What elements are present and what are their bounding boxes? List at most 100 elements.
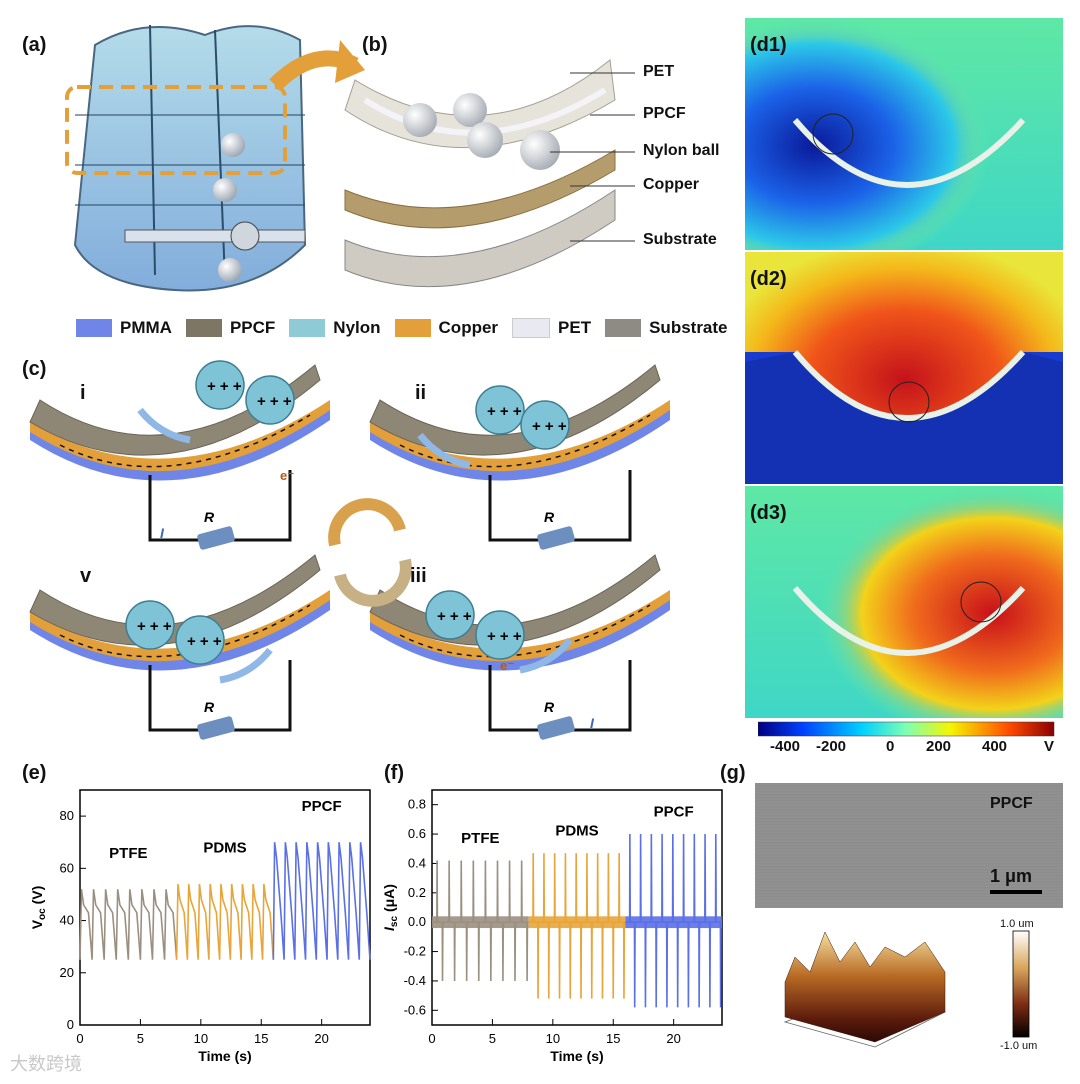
charge-line: [59, 604, 311, 658]
panel-label-b: (b): [362, 34, 388, 56]
legend-swatch-substrate: [605, 319, 642, 337]
resistor-label: R: [544, 699, 555, 715]
legend-label-ppcf: PPCF: [229, 318, 276, 337]
stage-label-ii: ii: [415, 382, 427, 404]
y-tick-label: -0.2: [404, 944, 426, 959]
series-label: PTFE: [109, 845, 147, 862]
device-illustration: [65, 24, 365, 292]
panel-label-c: (c): [22, 358, 47, 380]
cycle-arrow: [334, 558, 412, 607]
plot-frame: [431, 789, 723, 1026]
colorbar-tick-2: -200: [816, 738, 847, 755]
charge-line: [59, 414, 311, 468]
colorbar-tick-5: 400: [982, 738, 1008, 755]
mechanism-stage: R + + + + + +: [369, 364, 670, 550]
panel-label-d2: (d2): [750, 268, 787, 290]
ppcf-layer: [29, 364, 321, 456]
resistor: [537, 526, 575, 550]
callout-nylon-ball: Nylon ball: [643, 142, 720, 159]
chart-isc: 0 5 10 15 20 -0.6 -0.4 -0.2 0.0 0.2 0.4 0.6 0.8 Time …: [381, 789, 723, 1064]
current-label: I: [160, 525, 165, 541]
stage-label-v: v: [80, 565, 92, 587]
legend-swatch-copper: [394, 319, 431, 337]
x-tick-label: 20: [314, 1031, 328, 1046]
positive-charges: + + +: [487, 403, 522, 420]
nylon-ball: [125, 600, 175, 650]
series-label: PPCF: [302, 798, 342, 815]
legend-swatch-pet: [512, 318, 551, 338]
afm-colorbar-bottom: -1.0 um: [1000, 1040, 1038, 1052]
charge-line: [399, 604, 651, 658]
x-axis-label: Time (s): [198, 1048, 251, 1064]
y-tick-label: -0.6: [404, 1002, 426, 1017]
copper-layer: [370, 590, 670, 662]
nylon-ball: [425, 590, 475, 640]
series-label: PTFE: [461, 830, 499, 847]
mechanism-stage: R + + + + + + e⁻ I: [29, 360, 330, 550]
nylon-ball: [195, 360, 245, 410]
x-tick-label: 5: [489, 1031, 496, 1046]
material-legend: PMMA PPCF Nylon Copper PET Substrate: [70, 318, 728, 338]
current-label: I: [590, 715, 595, 731]
plot-frame: [79, 789, 371, 1026]
x-tick-label: 5: [137, 1031, 144, 1046]
charge-line: [399, 414, 651, 468]
positive-charges: + + +: [207, 378, 242, 395]
chart-voc: 0 5 10 15 20 0 20 40 60 80 Time (s) Voc (V) PTFE PDMS…: [29, 789, 371, 1064]
series-label: PDMS: [555, 823, 598, 840]
colorbar-unit: V: [1044, 738, 1055, 755]
series-line: [528, 853, 626, 999]
x-tick-label: 15: [606, 1031, 620, 1046]
panel-label-e: (e): [22, 762, 47, 784]
working-mechanism-diagram: R + + + + + + e⁻ I R + + + + + + R + + + + + + R + +…: [29, 360, 670, 740]
nylon-ball: [475, 610, 525, 660]
series-line: [625, 834, 722, 1008]
copper-layer: [30, 590, 330, 662]
nylon-ball: [520, 400, 570, 450]
series-line: [272, 842, 371, 960]
motion-arrow: [137, 407, 191, 444]
legend-label-copper: Copper: [438, 318, 499, 337]
stage-label-iii: iii: [410, 565, 427, 587]
x-tick-label: 0: [428, 1031, 435, 1046]
panel-label-a: (a): [22, 34, 47, 56]
callout-pet: PET: [643, 63, 675, 80]
potential-maps: [745, 18, 1063, 718]
afm-3d-map: [783, 931, 947, 1048]
resistor: [197, 526, 235, 550]
resistor: [197, 716, 235, 740]
legend-label-nylon: Nylon: [333, 318, 381, 337]
sem-material-label: PPCF: [990, 795, 1033, 812]
ppcf-layer: [29, 554, 321, 646]
y-axis-label: Voc (V): [29, 886, 48, 930]
legend-swatch-ppcf: [185, 319, 222, 337]
y-tick-label: 0.8: [408, 797, 426, 812]
positive-charges: + + +: [532, 418, 567, 435]
x-tick-label: 0: [76, 1031, 83, 1046]
colorbar-tick-3: 0: [886, 738, 895, 755]
positive-charges: + + +: [187, 633, 222, 650]
y-axis-label: Isc (μA): [381, 884, 400, 931]
callout-copper: Copper: [643, 176, 699, 193]
watermark: 大数跨境: [10, 1054, 82, 1074]
resistor: [537, 716, 575, 740]
scale-bar-label: 1 μm: [990, 866, 1033, 886]
y-tick-label: 0.6: [408, 826, 426, 841]
mechanism-stage: R + + + + + +: [29, 554, 330, 740]
series-label: PDMS: [203, 840, 246, 857]
potential-colorbar: [758, 721, 1055, 737]
nylon-ball: [245, 375, 295, 425]
layer-stack-illustration: [344, 59, 635, 288]
motion-arrow: [519, 637, 573, 674]
scale-bar: [990, 890, 1042, 894]
series-line: [79, 889, 178, 960]
y-tick-label: 0.2: [408, 885, 426, 900]
panel-label-d3: (d3): [750, 502, 787, 524]
resistor-label: R: [204, 509, 215, 525]
colorbar-tick-1: -400: [770, 738, 801, 755]
y-tick-label: 40: [60, 913, 74, 928]
x-tick-label: 15: [254, 1031, 268, 1046]
positive-charges: + + +: [257, 393, 292, 410]
ppcf-layer: [369, 364, 661, 456]
mechanism-stage: R + + + + + + e⁻ I: [369, 554, 670, 740]
